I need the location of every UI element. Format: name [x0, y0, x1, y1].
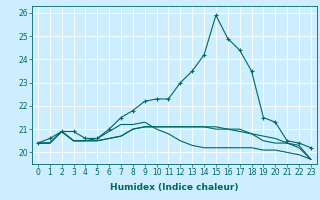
X-axis label: Humidex (Indice chaleur): Humidex (Indice chaleur)	[110, 183, 239, 192]
